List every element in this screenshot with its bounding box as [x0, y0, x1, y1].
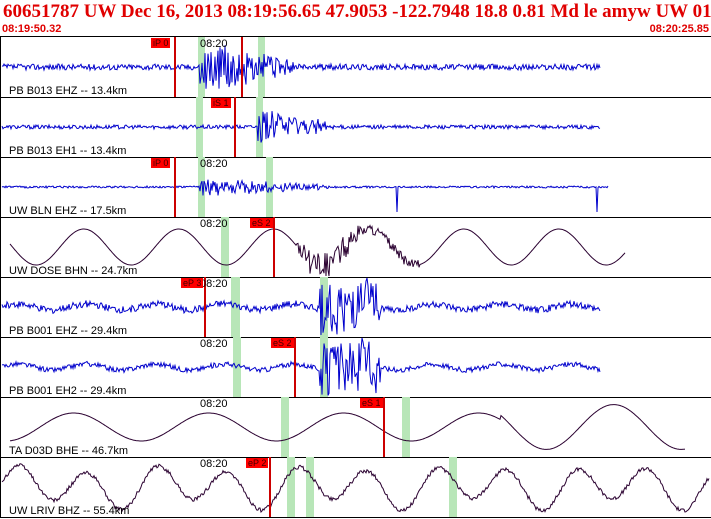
pick-window	[320, 337, 328, 397]
trace-row[interactable]: 08:20 eS 2 UW DOSE BHN -- 24.7km	[0, 217, 711, 278]
waveform-plot	[1, 457, 710, 517]
pick-label[interactable]: iP 0	[151, 158, 171, 168]
waveform-line	[1, 178, 609, 213]
station-label: PB B013 EH1 -- 13.4km	[9, 145, 127, 157]
trace-row[interactable]: iS 1 PB B013 EH1 -- 13.4km	[0, 97, 711, 158]
pick-window	[402, 397, 410, 457]
waveform-plot	[1, 337, 601, 397]
pick-window	[287, 457, 295, 517]
time-mark: 08:20	[200, 38, 228, 50]
station-label: UW DOSE BHN -- 24.7km	[9, 265, 138, 277]
pick-label[interactable]: iP 0	[151, 38, 171, 48]
waveform-plot	[9, 217, 626, 277]
time-mark: 08:20	[200, 218, 228, 230]
pick-window	[221, 217, 229, 277]
pick-window	[281, 397, 289, 457]
time-mark: 08:20	[200, 278, 228, 290]
seismogram-panel[interactable]: 08:20 iP 0 PB B013 EHZ -- 13.4km iS 1 PB B01…	[0, 36, 711, 519]
trace-row[interactable]: 08:20 eP 2 UW LRIV BHZ -- 55.4km	[0, 457, 711, 518]
waveform-line	[1, 337, 601, 396]
pick-label[interactable]: eS 1	[360, 398, 383, 408]
waveform-plot	[1, 97, 601, 157]
pick-label[interactable]: eP 2	[246, 458, 269, 468]
trace-row[interactable]: 08:20 iP 0 UW BLN EHZ -- 17.5km	[0, 157, 711, 218]
waveform-plot	[1, 277, 601, 337]
station-label: TA D03D BHE -- 46.7km	[9, 445, 128, 457]
start-time: 08:19:50.32	[2, 23, 62, 35]
pick-label[interactable]: eP 3	[181, 278, 204, 288]
waveform-plot	[1, 157, 609, 217]
waveform-line	[1, 111, 601, 143]
waveform-line	[9, 224, 626, 277]
station-label: PB B001 EHZ -- 29.4km	[9, 325, 127, 337]
time-mark: 08:20	[200, 398, 228, 410]
station-label: PB B001 EH2 -- 29.4km	[9, 385, 127, 397]
time-mark: 08:20	[200, 158, 228, 170]
end-time: 08:20:25.85	[649, 23, 709, 35]
pick-window	[256, 97, 263, 157]
waveform-plot	[1, 37, 601, 97]
waveform-line	[1, 45, 601, 89]
trace-row[interactable]: 08:20 eS 2 PB B001 EH2 -- 29.4km	[0, 337, 711, 398]
time-mark: 08:20	[200, 458, 228, 470]
pick-label[interactable]: eS 2	[271, 338, 294, 348]
waveform-line	[9, 404, 686, 450]
station-label: UW LRIV BHZ -- 55.4km	[9, 505, 130, 517]
waveform-plot	[9, 397, 686, 457]
left-border	[0, 36, 1, 518]
event-title: 60651787 UW Dec 16, 2013 08:19:56.65 47.…	[3, 1, 711, 22]
pick-window	[196, 97, 203, 157]
trace-row[interactable]: 08:20 eS 1 TA D03D BHE -- 46.7km	[0, 397, 711, 458]
pick-label[interactable]: eS 2	[250, 218, 273, 228]
pick-label[interactable]: iS 1	[211, 98, 231, 108]
pick-window	[198, 157, 205, 217]
trace-row[interactable]: 08:20 eP 3 PB B001 EHZ -- 29.4km	[0, 277, 711, 338]
time-mark: 08:20	[200, 338, 228, 350]
station-label: PB B013 EHZ -- 13.4km	[9, 85, 127, 97]
station-label: UW BLN EHZ -- 17.5km	[9, 205, 127, 217]
waveform-line	[1, 463, 710, 514]
pick-window	[320, 277, 328, 337]
pick-window	[306, 457, 314, 517]
pick-window	[231, 277, 240, 337]
waveform-line	[1, 277, 601, 336]
trace-row[interactable]: 08:20 iP 0 PB B013 EHZ -- 13.4km	[0, 37, 711, 98]
pick-window	[449, 457, 457, 517]
pick-window	[266, 157, 273, 217]
